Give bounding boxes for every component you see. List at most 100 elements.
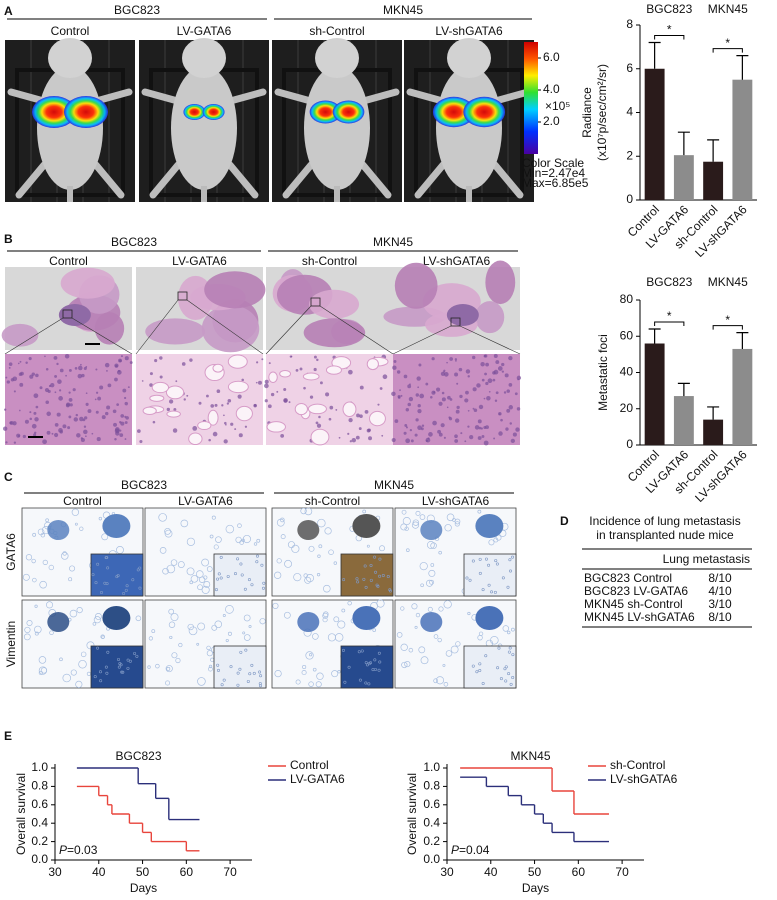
luminescence-signal (463, 96, 506, 128)
alveolus (142, 406, 157, 415)
tissue-speck (301, 670, 307, 676)
tissue-speck (164, 529, 173, 538)
tissue-speck (39, 580, 47, 589)
inset-cell (233, 572, 237, 576)
inset-cell (341, 648, 345, 652)
tissue-speck (414, 625, 418, 629)
lung-lobe (303, 318, 366, 348)
y-tick-label: 0.8 (423, 779, 440, 793)
cell-nucleus (405, 408, 409, 412)
cell-nucleus (270, 392, 275, 397)
inset-cell (248, 672, 252, 676)
cell-nucleus (501, 362, 505, 367)
zoom-box (177, 291, 188, 301)
cell-nucleus (437, 429, 441, 434)
cell-nucleus (493, 369, 499, 375)
cell-nucleus (407, 402, 412, 407)
inset-cell (258, 670, 262, 674)
cell-nucleus (508, 355, 513, 361)
y-axis-label: Radiance (580, 87, 594, 138)
cell-nucleus (159, 375, 163, 379)
zoom-box (450, 317, 461, 327)
cell-nucleus (59, 389, 62, 392)
tissue-speck (45, 518, 49, 523)
cell-nucleus (65, 374, 67, 377)
p-value: P=0.03 (59, 843, 98, 857)
cell-nucleus (316, 358, 319, 362)
y-tick-label: 4 (626, 105, 633, 119)
tissue-speck (195, 570, 204, 578)
tissue-speck (511, 627, 515, 632)
cell-nucleus (425, 439, 429, 443)
inset-cell (131, 578, 135, 582)
y-tick-label: 1.0 (31, 760, 48, 774)
inset-cell (347, 665, 351, 669)
error-bar (648, 328, 661, 344)
cell-nucleus (316, 423, 322, 428)
tissue-speck (208, 666, 213, 672)
inset-cell (262, 581, 266, 585)
condition-label: LV-GATA6 (177, 24, 232, 38)
group-label: MKN45 (708, 2, 748, 16)
ihc-inset (340, 553, 394, 597)
cell-nucleus (366, 428, 371, 433)
cell-nucleus (122, 388, 127, 393)
cell-nucleus (54, 432, 59, 438)
cell-nucleus (6, 380, 10, 384)
cell-nucleus (139, 439, 143, 444)
alveolus (166, 410, 181, 418)
tissue-speck (243, 614, 251, 622)
cell-nucleus (469, 435, 474, 440)
mouse-limbs (141, 88, 267, 199)
y-axis-label: (x10⁷p/sec/cm²/sr) (595, 64, 609, 161)
tissue-speck (168, 608, 175, 615)
inset-cell (508, 646, 512, 650)
cell-nucleus (359, 414, 363, 418)
table-row-label: BGC823 Control (584, 571, 672, 585)
cell-nucleus (438, 432, 443, 437)
tissue-speck (34, 625, 42, 634)
cell-nucleus (154, 359, 158, 363)
cell-nucleus (42, 439, 47, 445)
cell-nucleus (483, 354, 487, 358)
tissue-speck (433, 634, 439, 639)
cell-nucleus (394, 419, 399, 424)
cell-nucleus (476, 383, 481, 388)
cell-nucleus (124, 438, 127, 440)
p-symbol: P (451, 843, 459, 857)
alveolus (235, 405, 253, 422)
tissue-speck (32, 577, 37, 583)
tissue-speck (48, 564, 54, 571)
cell-nucleus (244, 425, 248, 428)
cell-nucleus (329, 405, 334, 410)
tumor-nodule (420, 520, 443, 540)
cell-nucleus (399, 389, 401, 392)
tissue-speck (171, 652, 178, 659)
cell-nucleus (106, 405, 111, 410)
alveolus (369, 410, 386, 427)
cell-nucleus (208, 438, 211, 442)
cell-nucleus (149, 372, 153, 376)
tissue-speck (347, 600, 352, 606)
cell-nucleus (83, 367, 87, 371)
tissue-speck (433, 678, 439, 684)
cell-nucleus (456, 405, 460, 410)
cell-nucleus (449, 357, 453, 361)
cell-nucleus (13, 441, 17, 444)
tissue-speck (454, 518, 461, 525)
cell-nucleus (224, 421, 227, 425)
cell-nucleus (73, 417, 78, 422)
cell-nucleus (381, 434, 384, 437)
cell-nucleus (68, 368, 72, 372)
cell-nucleus (5, 376, 8, 379)
cell-nucleus (295, 369, 299, 372)
tissue-speck (372, 628, 377, 632)
inset-cell (226, 574, 230, 578)
inset-cell (259, 674, 263, 678)
tissue-speck (415, 612, 421, 618)
cell-nucleus (74, 366, 78, 370)
lung-lobe (485, 260, 516, 305)
cell-nucleus (448, 416, 451, 419)
tissue-speck (213, 544, 219, 550)
inset-cell (105, 555, 109, 559)
